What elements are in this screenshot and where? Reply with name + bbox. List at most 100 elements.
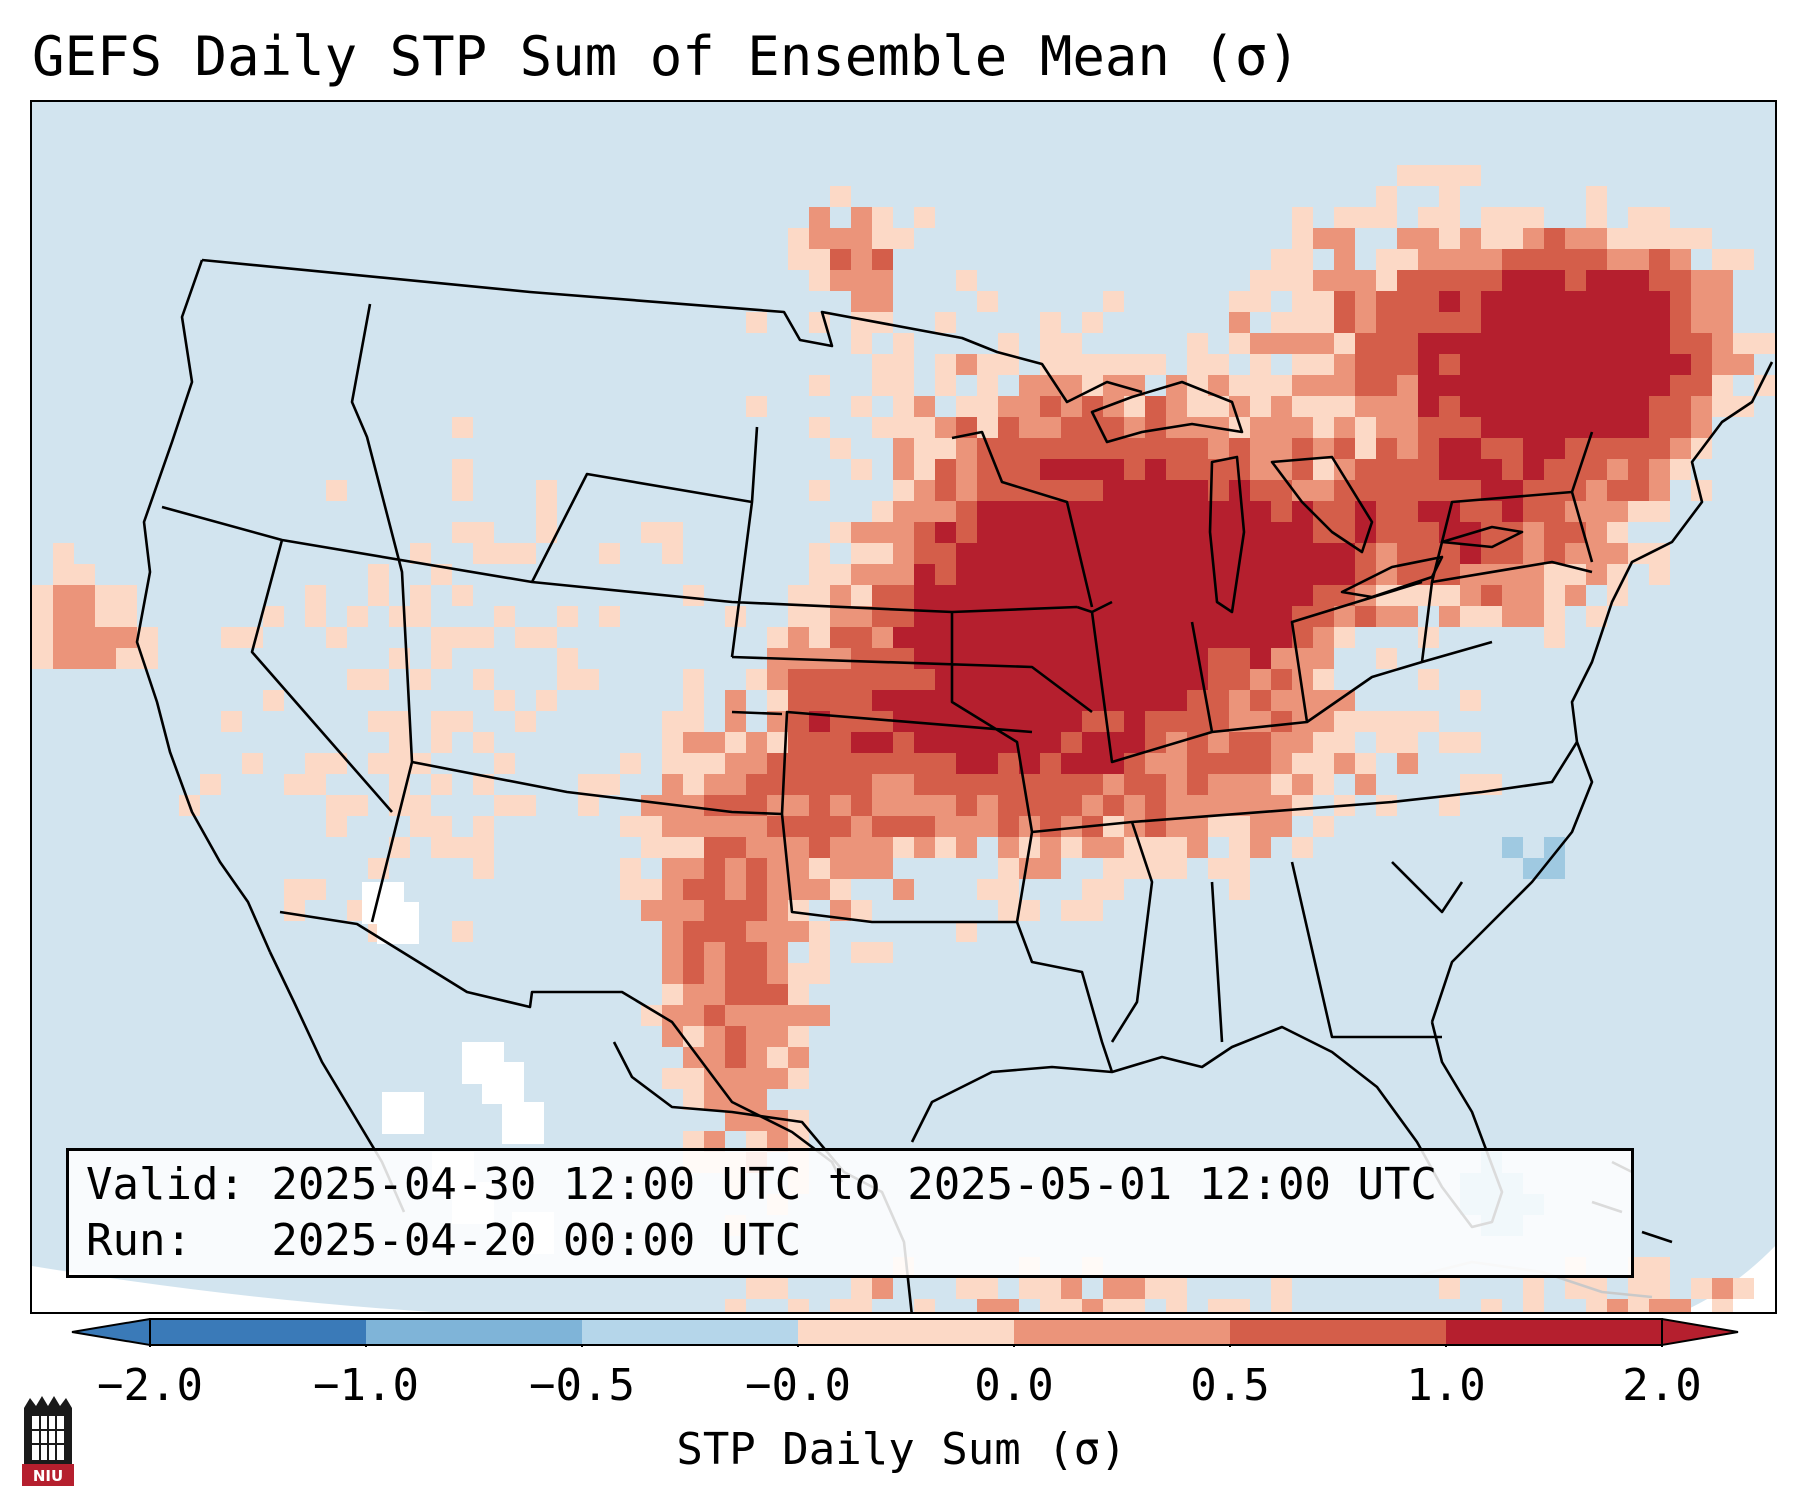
- anomaly-cell: [502, 1102, 544, 1144]
- anomaly-cell: [1544, 606, 1565, 627]
- anomaly-cell: [305, 606, 326, 627]
- anomaly-cell: [1565, 480, 1586, 501]
- anomaly-cell: [1586, 417, 1607, 438]
- anomaly-cell: [1229, 291, 1250, 312]
- anomaly-cell: [1397, 270, 1418, 291]
- anomaly-cell: [1187, 417, 1208, 438]
- anomaly-cell: [389, 753, 410, 774]
- anomaly-cell: [1355, 480, 1376, 501]
- anomaly-cell: [368, 711, 389, 732]
- colorbar-label: STP Daily Sum (σ): [676, 1424, 1127, 1475]
- anomaly-cell: [1124, 732, 1145, 753]
- anomaly-cell: [1166, 690, 1187, 711]
- anomaly-cell: [473, 627, 494, 648]
- anomaly-cell: [1271, 564, 1292, 585]
- anomaly-cell: [998, 396, 1019, 417]
- anomaly-cell: [1250, 522, 1271, 543]
- anomaly-cell: [1418, 207, 1439, 228]
- anomaly-cell: [1250, 543, 1271, 564]
- anomaly-cell: [1145, 711, 1166, 732]
- anomaly-cell: [746, 753, 767, 774]
- anomaly-cell: [956, 354, 977, 375]
- anomaly-cell: [1166, 606, 1187, 627]
- anomaly-cell: [1313, 585, 1334, 606]
- anomaly-cell: [1502, 606, 1523, 627]
- anomaly-cell: [1061, 501, 1082, 522]
- anomaly-cell: [1082, 522, 1103, 543]
- anomaly-cell: [872, 942, 893, 963]
- anomaly-cell: [221, 627, 242, 648]
- anomaly-cell: [1544, 228, 1565, 249]
- anomaly-cell: [1061, 585, 1082, 606]
- anomaly-cell: [746, 1026, 767, 1047]
- anomaly-cell: [1103, 690, 1124, 711]
- anomaly-cell: [851, 543, 872, 564]
- pacific-coast: [135, 259, 272, 953]
- anomaly-cell: [746, 984, 767, 1005]
- anomaly-cell: [305, 585, 326, 606]
- anomaly-cell: [1208, 396, 1229, 417]
- anomaly-cell: [1187, 564, 1208, 585]
- anomaly-cell: [893, 837, 914, 858]
- anomaly-cell: [1397, 354, 1418, 375]
- anomaly-cell: [1040, 627, 1061, 648]
- anomaly-cell: [1103, 291, 1124, 312]
- anomaly-cell: [1565, 417, 1586, 438]
- anomaly-cell: [1649, 207, 1670, 228]
- anomaly-cell: [368, 564, 389, 585]
- anomaly-cell: [1166, 543, 1187, 564]
- anomaly-cell: [1586, 606, 1607, 627]
- anomaly-cell: [1082, 585, 1103, 606]
- anomaly-cell: [1040, 774, 1061, 795]
- anomaly-cell: [1271, 627, 1292, 648]
- anomaly-cell: [1082, 564, 1103, 585]
- anomaly-cell: [1670, 291, 1691, 312]
- anomaly-cell: [1040, 438, 1061, 459]
- anomaly-cell: [1292, 249, 1313, 270]
- anomaly-cell: [998, 648, 1019, 669]
- anomaly-cell: [452, 417, 473, 438]
- anomaly-cell: [1460, 417, 1481, 438]
- anomaly-cell: [1586, 564, 1607, 585]
- anomaly-cell: [704, 795, 725, 816]
- anomaly-cell: [263, 606, 284, 627]
- anomaly-cell: [767, 690, 788, 711]
- anomaly-cell: [1229, 1299, 1250, 1312]
- anomaly-cell: [767, 984, 788, 1005]
- anomaly-cell: [683, 816, 704, 837]
- anomaly-cell: [998, 501, 1019, 522]
- anomaly-cell: [1460, 228, 1481, 249]
- anomaly-cell: [1082, 627, 1103, 648]
- anomaly-cell: [1292, 207, 1313, 228]
- anomaly-cell: [977, 879, 998, 900]
- colorbar-swatch: [582, 1319, 798, 1345]
- anomaly-cell: [410, 606, 431, 627]
- anomaly-cell: [662, 711, 683, 732]
- anomaly-cell: [746, 858, 767, 879]
- anomaly-cell: [1166, 459, 1187, 480]
- anomaly-cell: [809, 879, 830, 900]
- anomaly-cell: [1334, 564, 1355, 585]
- anomaly-cell: [1124, 858, 1145, 879]
- anomaly-cell: [1418, 417, 1439, 438]
- anomaly-cell: [1523, 606, 1544, 627]
- anomaly-cell: [809, 543, 830, 564]
- anomaly-cell: [1607, 1299, 1628, 1312]
- anomaly-cell: [1019, 438, 1040, 459]
- anomaly-cell: [1250, 564, 1271, 585]
- anomaly-cell: [1250, 459, 1271, 480]
- anomaly-cell: [788, 1026, 809, 1047]
- anomaly-cell: [1565, 438, 1586, 459]
- anomaly-cell: [1019, 858, 1040, 879]
- anomaly-cell: [1376, 543, 1397, 564]
- anomaly-cell: [1355, 606, 1376, 627]
- anomaly-cell: [998, 669, 1019, 690]
- anomaly-cell: [809, 207, 830, 228]
- anomaly-cell: [725, 837, 746, 858]
- anomaly-cell: [1271, 669, 1292, 690]
- anomaly-cell: [1061, 690, 1082, 711]
- anomaly-cell: [1061, 354, 1082, 375]
- anomaly-cell: [1355, 207, 1376, 228]
- anomaly-cell: [1418, 438, 1439, 459]
- anomaly-cell: [1103, 816, 1124, 837]
